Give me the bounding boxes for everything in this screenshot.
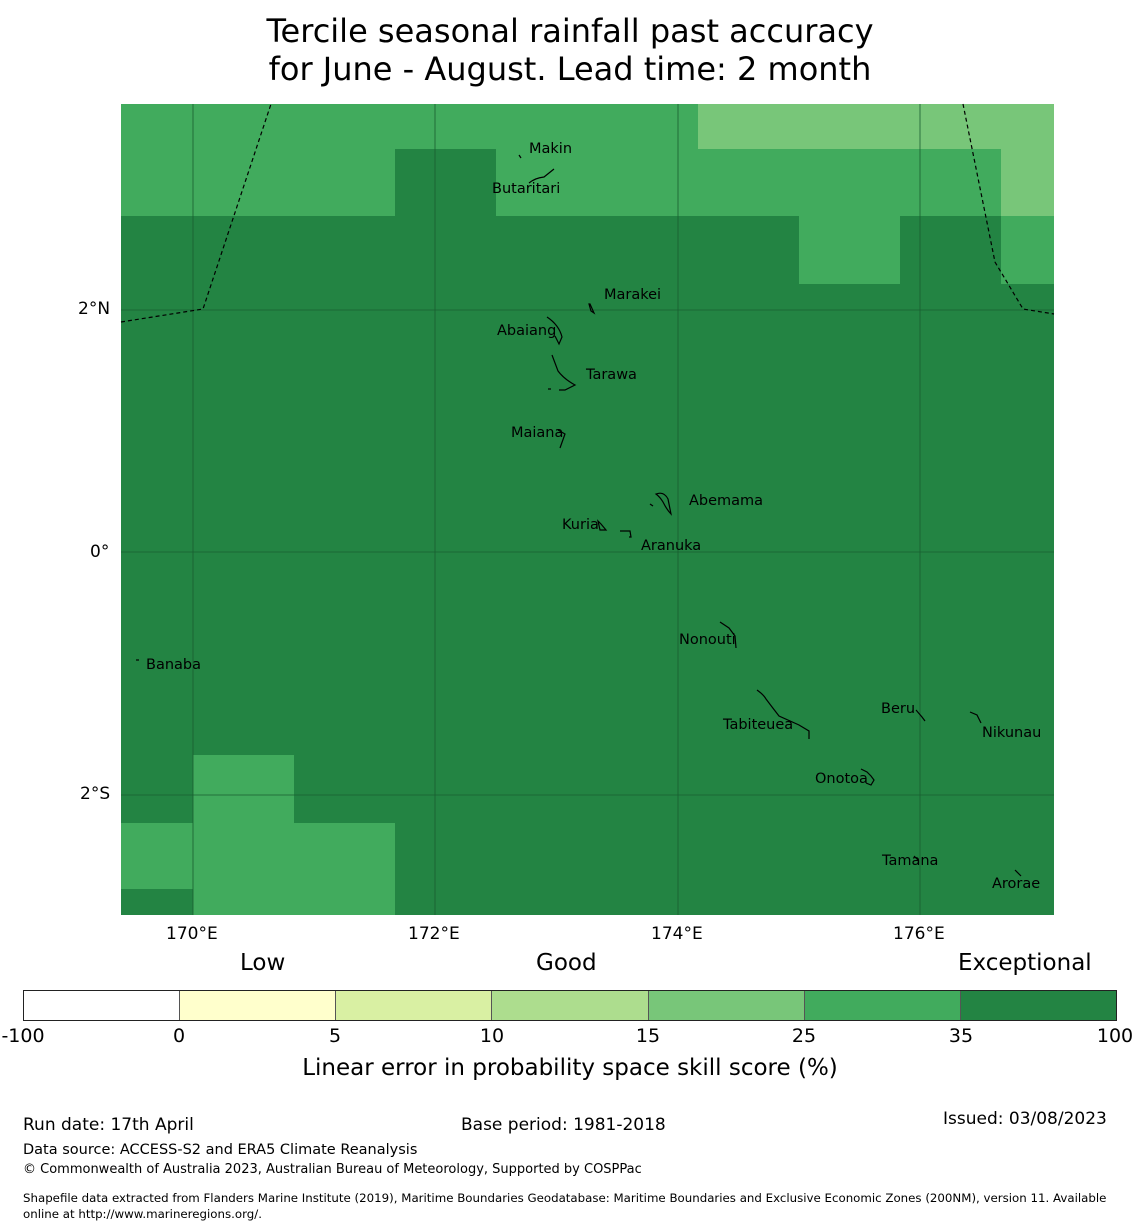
skill-score-map <box>120 103 1055 915</box>
eez-boundary <box>120 103 1055 323</box>
place-label-maiana: Maiana <box>511 425 564 441</box>
place-label-tarawa: Tarawa <box>586 367 637 383</box>
colorbar-bound-label: 100 <box>1096 1025 1134 1047</box>
place-label-aranuka: Aranuka <box>641 538 702 554</box>
colorbar-bound-label: 15 <box>635 1025 661 1047</box>
skill-cell <box>1001 149 1054 216</box>
shapefile-credit-line2: online at http://www.marineregions.org/. <box>23 1207 262 1221</box>
skill-cell <box>294 823 395 915</box>
colorbar-bound-label: 5 <box>328 1025 342 1047</box>
colorbar-swatch <box>24 991 181 1020</box>
lat-tick-label: 0° <box>90 542 110 562</box>
run-date: Run date: 17th April <box>23 1115 194 1135</box>
colorbar-bound-label: 25 <box>791 1025 817 1047</box>
place-label-butaritari: Butaritari <box>492 181 561 197</box>
place-label-marakei: Marakei <box>604 287 662 303</box>
place-label-arorae: Arorae <box>992 876 1041 892</box>
skill-cell <box>1001 216 1054 284</box>
skill-cell <box>799 216 900 284</box>
colorbar-bound-label: -100 <box>1 1025 45 1047</box>
lat-tick-label: 2°N <box>78 299 111 319</box>
data-source: Data source: ACCESS-S2 and ERA5 Climate … <box>23 1142 418 1158</box>
island-outlines <box>136 154 1022 877</box>
place-label-tamana: Tamana <box>882 853 939 869</box>
colorbar-swatch <box>960 991 1116 1020</box>
colorbar-bound-label: 10 <box>479 1025 505 1047</box>
map-title-line2: for June - August. Lead time: 2 month <box>268 50 872 88</box>
shapefile-credit-line1: Shapefile data extracted from Flanders M… <box>23 1191 1107 1205</box>
colorbar-bound-label: 0 <box>172 1025 186 1047</box>
copyright: © Commonwealth of Australia 2023, Austra… <box>23 1162 642 1177</box>
map-title-line1: Tercile seasonal rainfall past accuracy <box>266 12 874 50</box>
colorbar-title: Linear error in probability space skill … <box>302 1055 838 1081</box>
colorbar-swatch <box>648 991 805 1020</box>
colorbar <box>23 990 1117 1021</box>
colorbar-category-low: Low <box>240 950 286 976</box>
place-label-nonouti: Nonouti <box>679 632 736 648</box>
skill-cell <box>193 755 294 915</box>
place-label-onotoa: Onotoa <box>815 771 868 787</box>
colorbar-swatch <box>804 991 961 1020</box>
place-label-kuria: Kuria <box>562 517 599 533</box>
place-label-beru: Beru <box>881 701 916 717</box>
colorbar-swatch <box>336 991 493 1020</box>
colorbar-swatch <box>180 991 337 1020</box>
skill-cell <box>698 104 1054 149</box>
base-period: Base period: 1981-2018 <box>461 1115 666 1135</box>
lon-tick-label: 176°E <box>893 924 945 944</box>
place-label-abemama: Abemama <box>689 493 764 509</box>
lon-tick-label: 174°E <box>651 924 703 944</box>
skill-cell <box>496 104 698 216</box>
lon-tick-label: 170°E <box>166 924 218 944</box>
skill-cell <box>121 104 395 216</box>
skill-cell <box>121 823 193 889</box>
lon-tick-label: 172°E <box>408 924 460 944</box>
colorbar-category-exceptional: Exceptional <box>958 950 1092 976</box>
skill-cell <box>698 149 1001 216</box>
place-label-abaiang: Abaiang <box>497 323 557 339</box>
colorbar-bound-label: 35 <box>948 1025 974 1047</box>
skill-cell <box>395 104 496 149</box>
lat-tick-label: 2°S <box>80 784 111 804</box>
colorbar-swatch <box>492 991 649 1020</box>
place-label-makin: Makin <box>529 141 573 157</box>
colorbar-category-good: Good <box>536 950 597 976</box>
issued-date: Issued: 03/08/2023 <box>943 1109 1107 1129</box>
place-label-nikunau: Nikunau <box>982 725 1042 741</box>
place-label-tabiteuea: Tabiteuea <box>723 717 794 733</box>
graticule <box>121 104 1054 915</box>
place-label-banaba: Banaba <box>146 657 201 673</box>
